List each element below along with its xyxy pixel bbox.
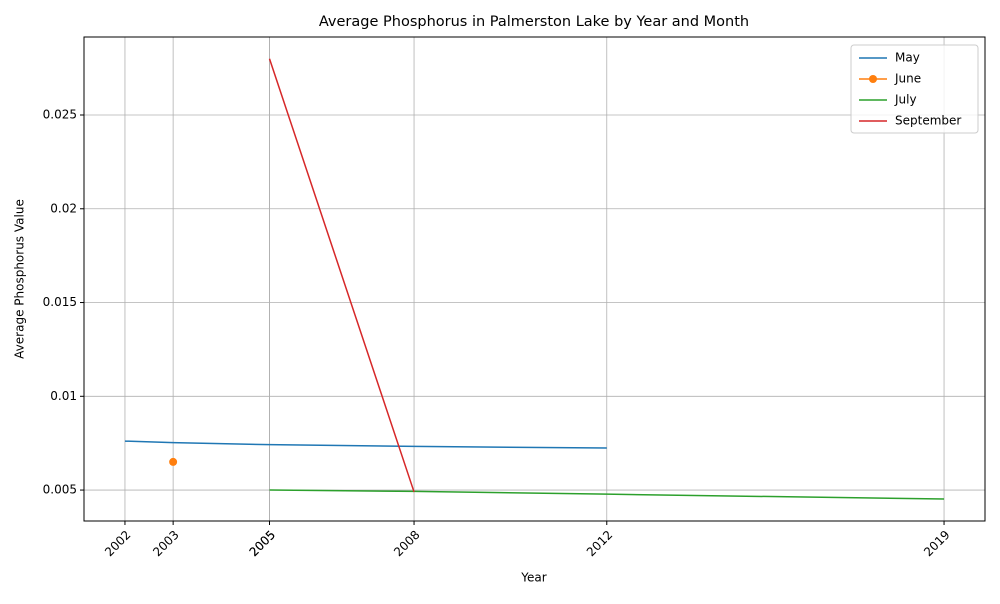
y-tick-label: 0.02 — [50, 201, 77, 215]
legend-marker — [869, 75, 877, 83]
legend-label: June — [894, 72, 921, 86]
legend-label: September — [895, 114, 961, 128]
data-point — [169, 457, 178, 466]
x-tick-label: 2002 — [102, 528, 133, 559]
y-axis-label: Average Phosphorus Value — [13, 199, 27, 359]
data-line — [268, 58, 415, 493]
x-tick-label: 2012 — [584, 528, 615, 559]
legend-box — [850, 44, 979, 134]
legend-label: July — [894, 93, 917, 107]
y-tick-label: 0.005 — [43, 483, 77, 497]
x-tick-label: 2003 — [150, 528, 181, 559]
legend-label: May — [895, 51, 920, 65]
x-tick-label: 2019 — [921, 528, 952, 559]
x-tick-label: 2005 — [247, 528, 278, 559]
data-line — [269, 489, 945, 500]
plot-frame — [83, 36, 986, 522]
data-line — [124, 440, 607, 449]
chart-title: Average Phosphorus in Palmerston Lake by… — [319, 14, 749, 30]
y-tick-label: 0.01 — [50, 389, 77, 403]
y-tick-label: 0.025 — [43, 108, 77, 122]
x-tick-label: 2008 — [391, 528, 422, 559]
x-axis-label: Year — [520, 571, 546, 585]
y-tick-label: 0.015 — [43, 295, 77, 309]
